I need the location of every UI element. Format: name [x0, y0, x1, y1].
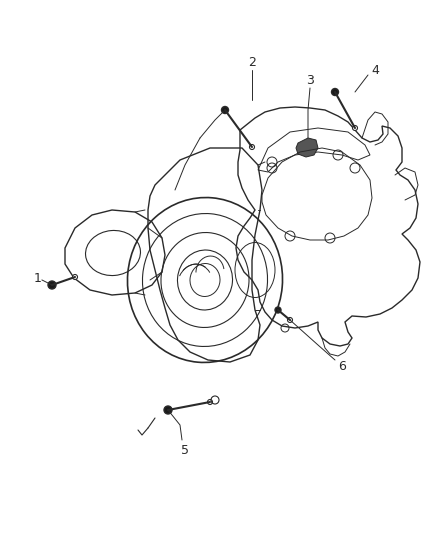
Circle shape: [250, 144, 254, 149]
Text: 2: 2: [248, 56, 256, 69]
Circle shape: [164, 406, 172, 414]
Circle shape: [48, 281, 56, 289]
Circle shape: [275, 307, 281, 313]
Circle shape: [73, 274, 78, 279]
Text: 6: 6: [338, 360, 346, 374]
Circle shape: [287, 318, 293, 322]
Text: 4: 4: [371, 63, 379, 77]
Text: 5: 5: [181, 443, 189, 456]
Circle shape: [208, 400, 212, 405]
Polygon shape: [296, 138, 318, 157]
Text: 3: 3: [306, 74, 314, 86]
Circle shape: [222, 107, 229, 114]
Circle shape: [353, 125, 357, 131]
Text: 1: 1: [34, 271, 42, 285]
Circle shape: [332, 88, 339, 95]
